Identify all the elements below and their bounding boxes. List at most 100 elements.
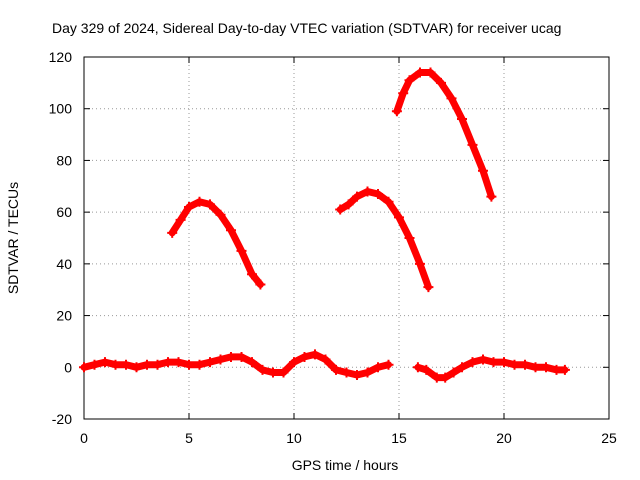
series-arc-2 <box>335 186 434 293</box>
data-point <box>551 364 562 375</box>
data-point <box>391 106 402 117</box>
data-point <box>226 225 236 236</box>
data-point <box>352 191 362 202</box>
series-baseline-1 <box>79 349 394 381</box>
data-point <box>373 362 383 373</box>
y-tick-label: -20 <box>52 411 72 427</box>
y-tick-label: 40 <box>56 256 72 272</box>
data-point <box>383 359 394 370</box>
data-point <box>467 357 478 368</box>
data-point <box>320 354 331 365</box>
data-point <box>520 359 530 370</box>
data-point <box>431 372 442 383</box>
data-point <box>467 139 478 150</box>
data-point <box>247 357 257 368</box>
data-point <box>373 189 383 200</box>
x-tick-label: 10 <box>286 430 302 446</box>
data-point <box>421 364 432 375</box>
series-trace <box>393 69 495 201</box>
data-point <box>299 351 310 362</box>
data-point <box>530 362 541 373</box>
data-point <box>499 357 509 368</box>
data-point <box>163 357 173 368</box>
x-tick-label: 0 <box>80 430 88 446</box>
x-tick-label: 5 <box>185 430 193 446</box>
data-point <box>79 362 89 373</box>
data-point <box>331 364 341 375</box>
data-point <box>559 364 570 375</box>
data-point <box>215 354 226 365</box>
x-tick-label: 25 <box>601 430 617 446</box>
data-point <box>175 214 186 225</box>
data-series <box>79 67 570 383</box>
y-tick-label: 60 <box>56 204 72 220</box>
axis-ticks: 0 5 10 15 20 25 -20 0 20 40 60 80 100 120 <box>49 49 617 446</box>
data-point <box>247 269 257 280</box>
data-point <box>173 357 184 368</box>
data-point <box>415 258 425 269</box>
grid <box>84 57 609 419</box>
data-point <box>457 362 467 373</box>
data-point <box>394 212 404 223</box>
y-tick-label: 100 <box>49 101 73 117</box>
y-axis-label: SDTVAR / TECUs <box>5 182 21 294</box>
series-arc-3 <box>391 67 497 202</box>
data-point <box>341 367 352 378</box>
data-point <box>486 191 497 202</box>
y-tick-label: 80 <box>56 152 72 168</box>
data-point <box>289 357 299 368</box>
x-axis-label: GPS time / hours <box>292 457 399 473</box>
data-point <box>423 282 434 293</box>
data-point <box>89 359 100 370</box>
data-point <box>268 367 278 378</box>
x-tick-label: 15 <box>391 430 407 446</box>
data-point <box>226 351 236 362</box>
data-point <box>343 199 354 210</box>
data-point <box>457 114 467 125</box>
data-point <box>184 201 194 212</box>
data-point <box>152 359 163 370</box>
data-point <box>436 77 446 88</box>
data-point <box>257 364 268 375</box>
data-point <box>167 227 178 238</box>
data-point <box>236 245 247 256</box>
data-point <box>446 93 457 104</box>
series-baseline-2 <box>412 354 570 383</box>
data-point <box>194 196 205 207</box>
data-point <box>541 362 551 373</box>
plot-area <box>83 56 610 420</box>
data-point <box>236 351 247 362</box>
data-point <box>440 372 451 383</box>
series-trace <box>168 198 264 288</box>
data-point <box>100 357 110 368</box>
data-point <box>184 359 194 370</box>
data-point <box>488 357 499 368</box>
data-point <box>478 354 488 365</box>
data-point <box>398 88 409 99</box>
data-point <box>205 199 215 210</box>
data-point <box>142 359 152 370</box>
y-tick-label: 120 <box>49 49 73 65</box>
data-point <box>335 204 346 215</box>
x-tick-label: 20 <box>496 430 512 446</box>
data-point <box>110 359 121 370</box>
data-point <box>194 359 205 370</box>
data-point <box>352 370 362 381</box>
data-point <box>215 209 226 220</box>
data-point <box>131 362 142 373</box>
data-point <box>383 196 394 207</box>
data-point <box>425 67 436 78</box>
data-point <box>509 359 520 370</box>
data-point <box>415 67 425 78</box>
data-point <box>478 165 488 176</box>
data-point <box>404 75 415 86</box>
data-point <box>448 367 459 378</box>
data-point <box>362 186 373 197</box>
data-point <box>310 349 320 360</box>
y-tick-label: 0 <box>64 359 72 375</box>
series-arc-1 <box>167 196 266 290</box>
y-tick-label: 20 <box>56 308 72 324</box>
data-point <box>412 362 423 373</box>
data-point <box>205 357 215 368</box>
